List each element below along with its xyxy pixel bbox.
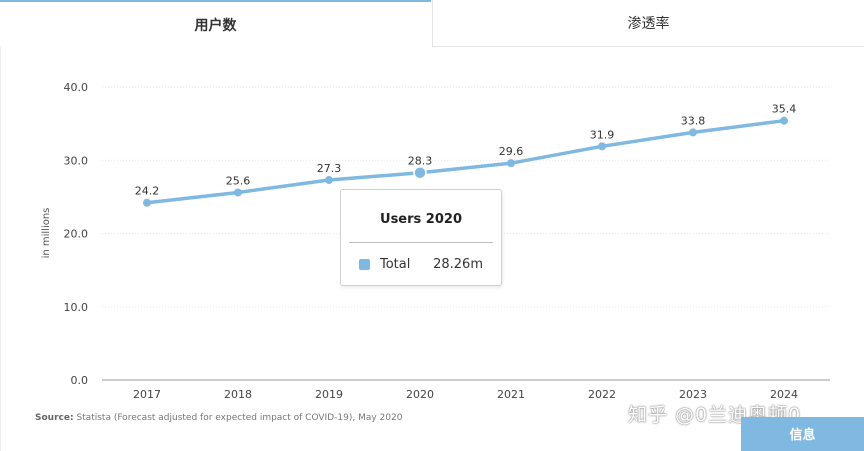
y-tick-label: 30.0 [64,154,89,167]
y-tick-label: 20.0 [64,228,89,241]
tab-penetration-rate[interactable]: 渗透率 [432,0,864,47]
x-tick-label: 2020 [406,388,434,401]
data-point-highlighted [413,165,427,180]
data-label: 28.3 [408,155,433,168]
data-point [325,176,333,185]
x-tick-label: 2023 [679,388,707,401]
data-label: 35.4 [772,103,797,116]
left-border [0,0,1,451]
tooltip-divider [349,242,493,243]
x-tick-label: 2017 [133,388,161,401]
source-note: Source: Statista (Forecast adjusted for … [35,413,402,423]
data-point [234,188,242,197]
data-label: 31.9 [590,128,615,141]
tooltip-series-swatch [359,259,370,270]
series-line-total [145,118,786,205]
data-point [780,116,788,125]
data-point [143,198,151,207]
data-label: 25.6 [226,174,251,187]
tooltip-series-label: Total [380,257,411,272]
tab-users[interactable]: 用户数 [0,0,431,47]
y-tick-label: 0.0 [71,374,89,387]
tooltip-series-value: 28.26m [433,257,483,272]
y-tick-label: 10.0 [64,301,89,314]
x-tick-label: 2018 [224,388,252,401]
x-tick-label: 2022 [588,388,616,401]
y-axis-title: in millions [41,208,52,259]
tab-bar: 用户数 渗透率 [0,0,864,48]
data-label: 33.8 [681,114,706,127]
data-point [598,142,606,151]
info-button[interactable]: 信息 [741,417,864,451]
source-text: Statista (Forecast adjusted for expected… [76,413,403,423]
data-label: 27.3 [317,162,342,175]
y-tick-label: 40.0 [64,81,89,94]
data-point [689,128,697,137]
data-point [507,159,515,168]
x-tick-label: 2019 [315,388,343,401]
chart-tooltip: Users 2020 Total 28.26m [340,189,502,286]
data-label: 29.6 [499,145,524,158]
data-label: 24.2 [135,185,160,198]
source-prefix: Source: [35,413,74,423]
tooltip-title: Users 2020 [380,212,462,227]
x-tick-label: 2021 [497,388,525,401]
x-tick-label: 2024 [770,388,798,401]
